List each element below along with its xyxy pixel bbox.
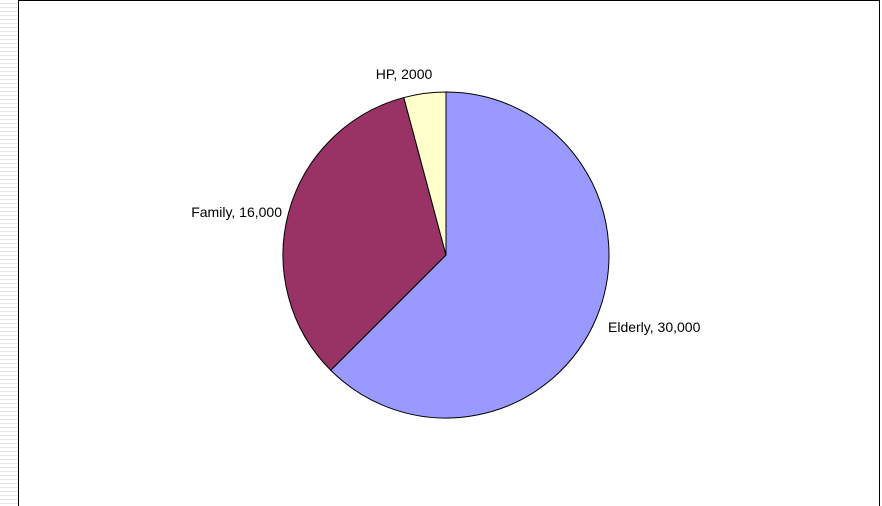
pie-slice-elderly: [330, 91, 610, 419]
pie-slice-family: [282, 96, 447, 371]
pie-slices: [282, 91, 610, 419]
pie-chart: Elderly, 30,000 Family, 16,000 HP, 2000: [191, 66, 701, 419]
pie-labels: Elderly, 30,000 Family, 16,000 HP, 2000: [191, 66, 700, 335]
data-label-hp: HP, 2000: [376, 66, 433, 82]
chart-frame: Elderly, 30,000 Family, 16,000 HP, 2000: [18, 0, 880, 506]
data-label-elderly: Elderly, 30,000: [608, 319, 701, 335]
data-label-family: Family, 16,000: [191, 204, 282, 220]
pie-slice-hp: [403, 91, 447, 256]
